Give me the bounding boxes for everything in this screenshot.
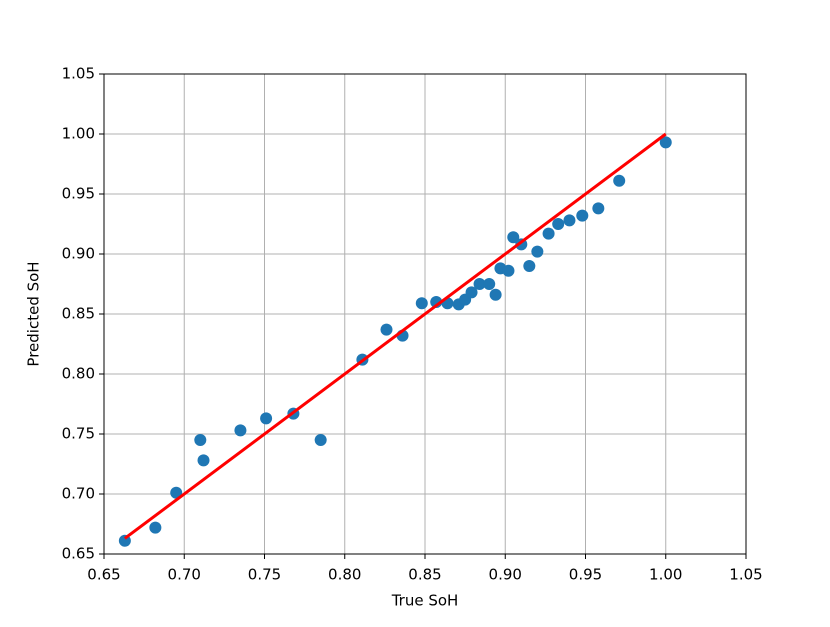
point	[465, 286, 478, 299]
y-tick-label: 0.95	[62, 185, 95, 203]
point	[489, 288, 502, 301]
x-tick-label: 1.05	[729, 566, 762, 584]
x-tick-label: 0.95	[569, 566, 602, 584]
y-tick-label: 0.65	[62, 545, 95, 563]
x-tick-label: 0.80	[328, 566, 361, 584]
point	[592, 202, 605, 215]
x-tick-label: 0.90	[489, 566, 522, 584]
point	[170, 486, 183, 499]
x-axis-label: True SoH	[391, 592, 459, 610]
y-tick-label: 0.75	[62, 425, 95, 443]
point	[563, 214, 576, 227]
point	[314, 434, 327, 446]
point	[576, 209, 589, 222]
point	[523, 260, 536, 272]
point	[542, 227, 555, 240]
x-tick-label: 0.65	[87, 566, 120, 584]
point	[552, 218, 565, 230]
point	[473, 278, 486, 290]
point	[260, 412, 273, 425]
y-tick-label: 1.00	[62, 125, 95, 143]
y-tick-label: 0.80	[62, 365, 95, 383]
point	[234, 424, 247, 437]
point	[483, 278, 496, 290]
x-tick-label: 0.85	[408, 566, 441, 584]
y-tick-label: 0.85	[62, 305, 95, 323]
point	[194, 434, 207, 446]
point	[659, 136, 672, 149]
point	[502, 264, 515, 277]
y-tick-label: 0.90	[62, 245, 95, 263]
point	[149, 521, 162, 534]
line	[123, 132, 667, 540]
point	[613, 174, 626, 187]
point	[415, 297, 428, 310]
point	[507, 231, 520, 244]
x-tick-label: 1.00	[649, 566, 682, 584]
x-tick-label: 0.70	[168, 566, 201, 584]
point	[197, 454, 210, 467]
plot-frame	[103, 73, 747, 555]
point	[531, 245, 544, 258]
y-tick-label: 1.05	[62, 65, 95, 83]
point	[380, 323, 393, 336]
x-tick-label: 0.75	[248, 566, 281, 584]
y-axis-label: Predicted SoH	[25, 261, 43, 366]
y-tick-label: 0.70	[62, 485, 95, 503]
